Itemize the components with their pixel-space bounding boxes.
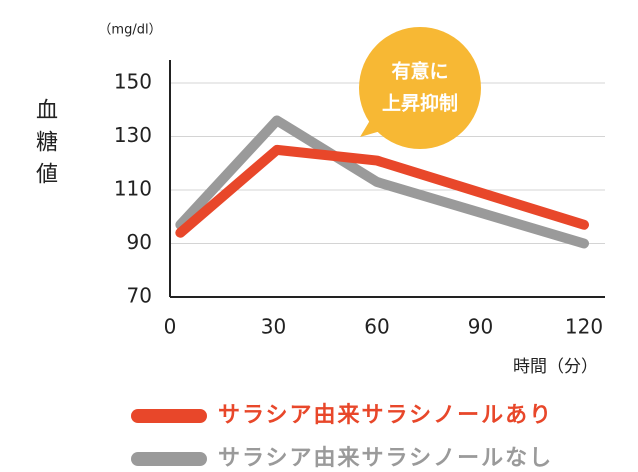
y-tick-label: 70 bbox=[127, 284, 152, 308]
x-tick-label: 30 bbox=[261, 315, 286, 339]
unit-label: （mg/dl） bbox=[98, 23, 161, 38]
y-tick-label: 130 bbox=[114, 123, 152, 147]
y-tick-label: 90 bbox=[127, 230, 152, 254]
x-axis-label: 時間（分） bbox=[513, 357, 598, 377]
series-line bbox=[175, 144, 589, 238]
annotation-text: 有意に bbox=[391, 60, 448, 83]
y-tick-label: 150 bbox=[114, 70, 152, 94]
x-tick-label: 60 bbox=[364, 315, 389, 339]
annotation-text: 上昇抑制 bbox=[382, 92, 458, 115]
legend-label: サラシア由来サラシノールあり bbox=[218, 403, 553, 428]
x-tick-label: 90 bbox=[468, 315, 493, 339]
y-tick-label: 110 bbox=[114, 177, 152, 201]
y-axis-label: 血糖値 bbox=[32, 98, 58, 194]
x-tick-label: 0 bbox=[164, 315, 177, 339]
legend-label: サラシア由来サラシノールなし bbox=[218, 446, 553, 471]
x-tick-label: 120 bbox=[565, 315, 603, 339]
annotation-bubble bbox=[359, 27, 481, 149]
